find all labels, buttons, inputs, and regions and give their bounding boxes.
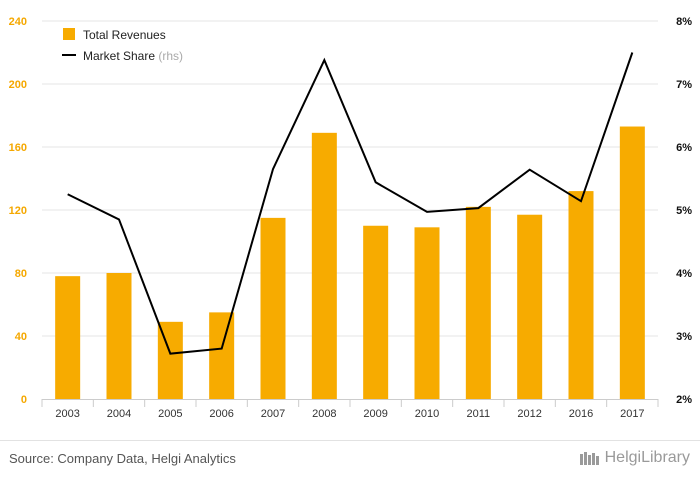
- revenue-bar: [415, 227, 440, 399]
- market-share-polyline: [68, 53, 633, 354]
- legend-label-total-revenues: Total Revenues: [83, 28, 166, 42]
- x-axis: 2003 2004 2005 2006 2007 2008 2009 2010 2011 2012…: [42, 399, 658, 420]
- revenue-bar: [312, 133, 337, 399]
- revenue-bar: [55, 276, 80, 399]
- x-tick-label: 2006: [209, 408, 233, 420]
- x-tick-label: 2016: [569, 408, 593, 420]
- legend-label-rhs: (rhs): [158, 49, 183, 63]
- legend: Total Revenues Market Share (rhs): [62, 28, 183, 63]
- helgi-library-logo: HelgiLibrary: [579, 449, 690, 467]
- x-tick-label: 2010: [415, 408, 439, 420]
- logo-text: HelgiLibrary: [605, 449, 690, 467]
- y-left-tick-label: 160: [9, 142, 27, 154]
- y-left-tick-label: 240: [9, 16, 27, 28]
- x-tick-label: 2004: [107, 408, 131, 420]
- x-tick-label: 2011: [467, 408, 491, 420]
- x-tick-label: 2005: [158, 408, 182, 420]
- revenue-bar: [620, 127, 645, 399]
- y-left-tick-label: 200: [9, 79, 27, 91]
- y-left-tick-label: 120: [9, 205, 27, 217]
- y-right-tick-label: 4%: [676, 268, 692, 280]
- market-share-line: [68, 52, 633, 353]
- y-right-tick-label: 6%: [676, 142, 692, 154]
- x-tick-label: 2003: [55, 408, 79, 420]
- y-right-tick-label: 2%: [676, 394, 692, 406]
- revenue-bar: [107, 273, 132, 399]
- left-axis: 0 40 80 120 160 200 240: [9, 16, 27, 406]
- revenue-bar: [466, 207, 491, 399]
- grid-lines: [42, 21, 658, 336]
- x-tick-label: 2008: [312, 408, 336, 420]
- footer: Source: Company Data, Helgi Analytics He…: [0, 440, 700, 484]
- y-left-tick-label: 40: [15, 331, 27, 343]
- revenue-bar: [517, 215, 542, 399]
- x-tick-label: 2012: [517, 408, 541, 420]
- revenue-bars: [55, 127, 645, 399]
- revenue-bar: [261, 218, 286, 399]
- x-tick-label: 2007: [261, 408, 285, 420]
- y-right-tick-label: 3%: [676, 331, 692, 343]
- revenue-bar: [569, 191, 594, 399]
- y-left-tick-label: 0: [21, 394, 27, 406]
- x-tick-label: 2017: [620, 408, 644, 420]
- x-tick-label: 2009: [363, 408, 387, 420]
- y-left-tick-label: 80: [15, 268, 27, 280]
- revenue-bar: [363, 226, 388, 399]
- right-axis: 2% 3% 4% 5% 6% 7% 8%: [676, 16, 692, 406]
- revenue-bar: [209, 312, 234, 399]
- source-text: Source: Company Data, Helgi Analytics: [9, 451, 236, 466]
- library-icon: [579, 450, 601, 466]
- y-right-tick-label: 5%: [676, 205, 692, 217]
- legend-label-market-share: Market Share (rhs): [83, 49, 183, 63]
- y-right-tick-label: 7%: [676, 79, 692, 91]
- y-right-tick-label: 8%: [676, 16, 692, 28]
- legend-swatch-total-revenues: [63, 28, 75, 40]
